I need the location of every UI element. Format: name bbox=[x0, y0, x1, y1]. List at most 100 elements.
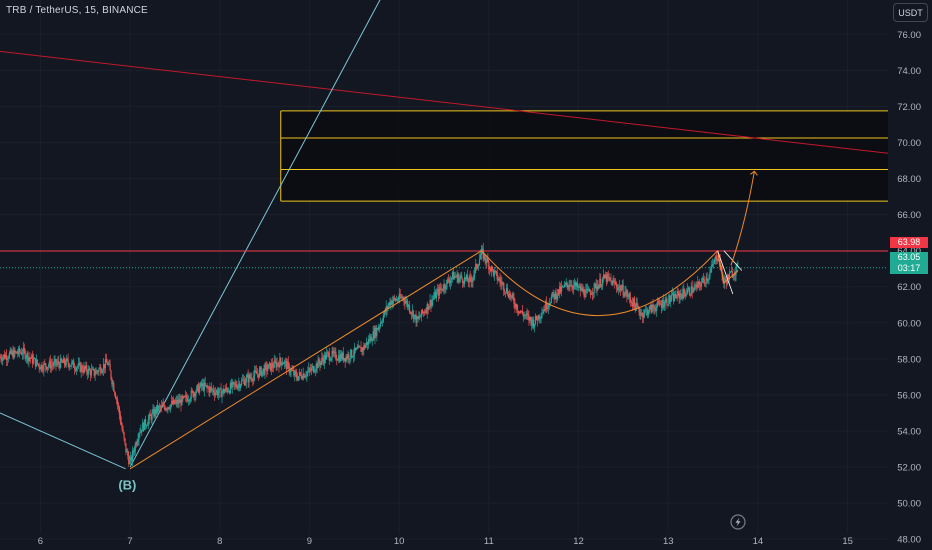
candle-body bbox=[151, 412, 153, 421]
candle-body bbox=[626, 290, 628, 297]
candle-body bbox=[3, 354, 5, 358]
candle-body bbox=[630, 301, 633, 303]
candle-body bbox=[547, 304, 550, 308]
candle-body bbox=[184, 396, 186, 398]
price-tick-label: 76.00 bbox=[897, 30, 921, 41]
price-tick-label: 66.00 bbox=[897, 210, 921, 221]
candle-body bbox=[165, 408, 167, 411]
candle-body bbox=[514, 304, 516, 308]
symbol-title[interactable]: TRB / TetherUS, 15, BINANCE bbox=[6, 5, 148, 16]
candle-body bbox=[611, 280, 613, 286]
candle-body bbox=[686, 289, 689, 294]
candle-body bbox=[86, 365, 88, 372]
price-tick-label: 72.00 bbox=[897, 102, 921, 113]
candle-body bbox=[220, 388, 222, 398]
candle-body bbox=[379, 325, 381, 327]
candle-body bbox=[145, 425, 148, 427]
candle-body bbox=[114, 391, 116, 395]
candle-body bbox=[203, 382, 205, 391]
candle-body bbox=[175, 400, 177, 402]
candle-body bbox=[474, 268, 476, 275]
time-tick-label: 6 bbox=[38, 536, 43, 547]
candle-body bbox=[574, 282, 577, 287]
candle-body bbox=[735, 266, 737, 276]
candle-body bbox=[83, 366, 85, 373]
candle-body bbox=[57, 361, 59, 364]
candle-body bbox=[25, 357, 27, 359]
candle-body bbox=[576, 282, 579, 288]
candle-body bbox=[313, 371, 315, 373]
candle-body bbox=[393, 297, 396, 299]
candle-body bbox=[527, 314, 529, 316]
candle-body bbox=[640, 314, 642, 316]
candle-body bbox=[70, 365, 72, 367]
candle-body bbox=[585, 289, 587, 298]
candle-body bbox=[541, 313, 543, 317]
candle-body bbox=[456, 273, 458, 278]
candle-body bbox=[505, 292, 507, 293]
candle-body bbox=[374, 328, 376, 339]
candle-body bbox=[709, 272, 711, 278]
candle-body bbox=[353, 347, 356, 356]
candle-body bbox=[171, 401, 174, 405]
candle-body bbox=[67, 359, 69, 364]
candle-body bbox=[9, 349, 11, 354]
candle-body bbox=[13, 349, 15, 359]
candle-body bbox=[397, 300, 399, 301]
candle-body bbox=[255, 371, 258, 374]
candle-body bbox=[599, 278, 601, 285]
candle-body bbox=[520, 310, 523, 313]
candle-body bbox=[161, 405, 163, 407]
candle-body bbox=[422, 312, 425, 313]
candle-body bbox=[163, 404, 165, 408]
candle-body bbox=[487, 258, 489, 262]
candle-body bbox=[169, 408, 171, 410]
steep-trend-line bbox=[129, 0, 381, 468]
price-axis[interactable]: 48.00 50.00 52.00 54.00 56.00 58.00 60.00 62.00… bbox=[888, 0, 932, 550]
candle-body bbox=[46, 367, 49, 370]
wave-label: (B) bbox=[118, 478, 136, 493]
candle-body bbox=[565, 282, 567, 285]
candle-body bbox=[578, 285, 580, 287]
candle-body bbox=[242, 379, 245, 381]
candle-body bbox=[279, 357, 281, 368]
candle-body bbox=[68, 363, 70, 368]
candle-body bbox=[269, 362, 272, 371]
candle-body bbox=[407, 305, 410, 307]
candle-body bbox=[17, 353, 19, 355]
time-axis[interactable]: 6 7 8 9 10 11 12 13 14 15 bbox=[38, 536, 853, 547]
candle-body bbox=[167, 407, 169, 410]
candle-body bbox=[285, 361, 287, 370]
candle-body bbox=[273, 360, 275, 368]
candle-body bbox=[683, 289, 685, 294]
candle-body bbox=[642, 313, 644, 318]
candle-body bbox=[250, 377, 252, 379]
time-tick-label: 8 bbox=[217, 536, 222, 547]
candle-body bbox=[654, 307, 656, 311]
candle-body bbox=[194, 393, 196, 397]
candle-body bbox=[395, 299, 398, 301]
candle-body bbox=[38, 364, 40, 368]
candle-body bbox=[488, 261, 490, 270]
candle-body bbox=[440, 288, 442, 290]
candle-body bbox=[77, 363, 79, 367]
candle-body bbox=[558, 289, 560, 294]
candle-body bbox=[622, 284, 624, 295]
currency-button[interactable]: USDT bbox=[893, 3, 928, 22]
candle-body bbox=[728, 272, 731, 280]
grid bbox=[0, 0, 888, 539]
candle-body bbox=[245, 377, 247, 383]
candle-body bbox=[713, 263, 715, 265]
candle-body bbox=[501, 282, 503, 284]
candle-body bbox=[645, 309, 648, 311]
rising-wedge-line bbox=[129, 250, 482, 470]
candle-body bbox=[214, 392, 217, 395]
lightning-icon[interactable] bbox=[730, 514, 746, 530]
candle-body bbox=[525, 313, 527, 316]
candle-body bbox=[697, 281, 699, 288]
candle-body bbox=[288, 364, 290, 373]
candle-body bbox=[695, 284, 697, 287]
candle-body bbox=[666, 299, 668, 305]
candle-body bbox=[262, 368, 264, 371]
